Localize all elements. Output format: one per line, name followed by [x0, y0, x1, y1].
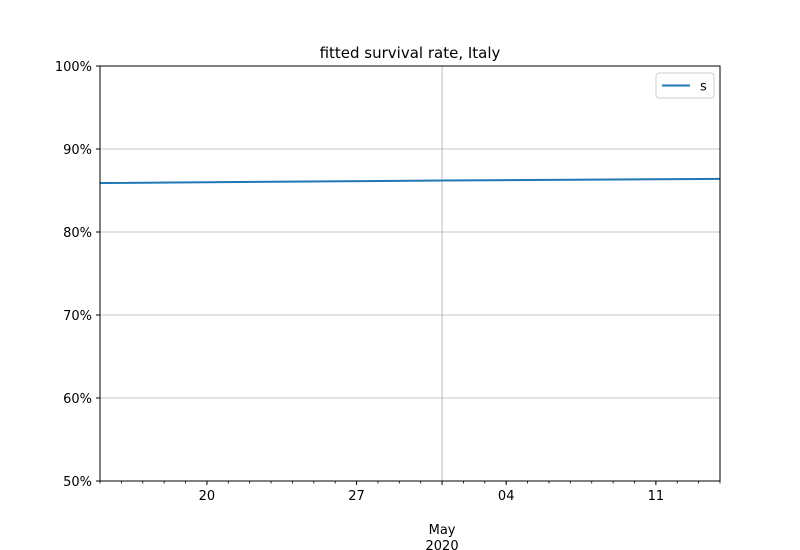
series-line-s — [99, 177, 721, 185]
y-axis: 50% 60% 70% 80% 90% 100% — [55, 60, 100, 490]
x-tick-label: 04 — [498, 489, 515, 504]
x-year-label: 2020 — [426, 539, 459, 550]
plot-area-frame — [99, 65, 721, 482]
y-tick-label: 70% — [63, 309, 92, 324]
series-layer — [99, 177, 721, 185]
y-tick-label: 80% — [63, 226, 92, 241]
x-tick-label: 20 — [199, 489, 216, 504]
y-tick-label: 50% — [63, 475, 92, 490]
x-tick-label: 11 — [648, 489, 665, 504]
y-tick-label: 90% — [63, 143, 92, 158]
x-month-label: May — [429, 523, 456, 538]
x-tick-label: 27 — [348, 489, 365, 504]
grid-lines — [100, 65, 720, 482]
y-tick-label: 60% — [63, 392, 92, 407]
chart-title: fitted survival rate, Italy — [320, 44, 501, 62]
legend-label: s — [700, 80, 707, 95]
y-tick-label: 100% — [55, 60, 92, 75]
legend: s — [655, 72, 715, 99]
